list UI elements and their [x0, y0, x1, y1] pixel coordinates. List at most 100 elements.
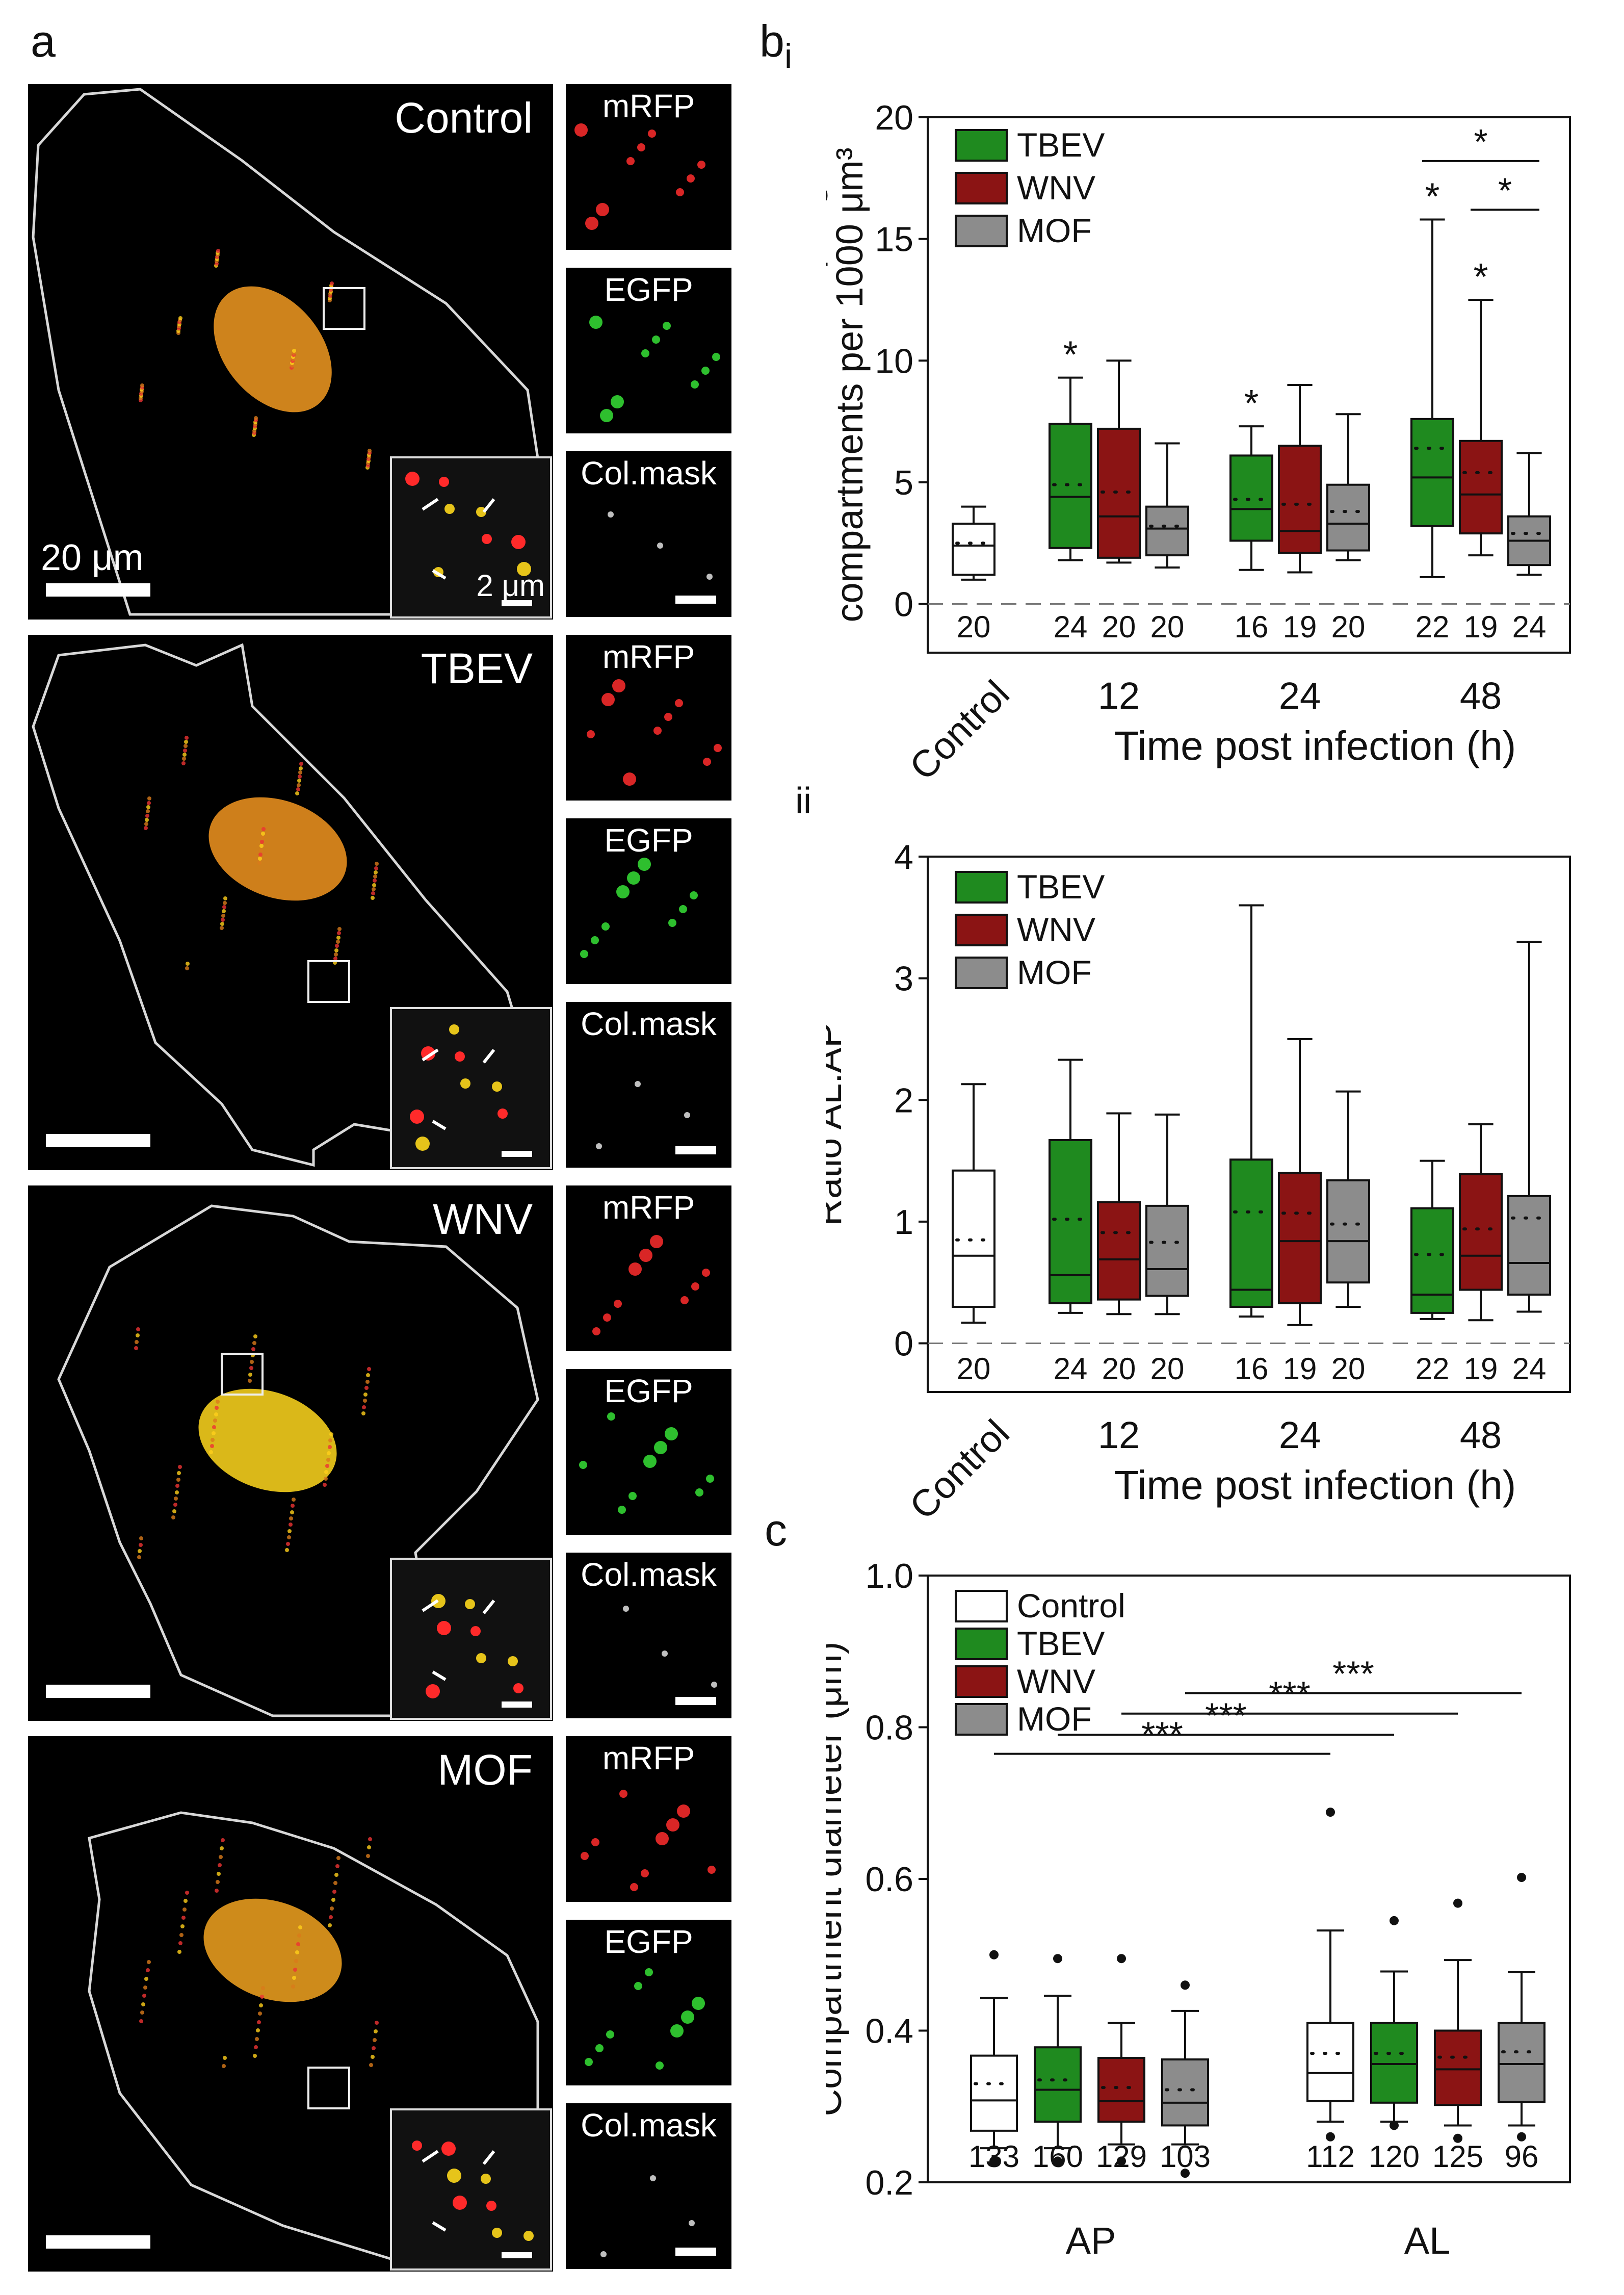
channel-label: EGFP [604, 1373, 693, 1409]
legend-label-mof: MOF [1017, 953, 1092, 991]
sample-size-label: 20 [1331, 1352, 1366, 1386]
legend-label-mof: MOF [1017, 1700, 1092, 1738]
channel-colmask-tbev: Col.mask [566, 1002, 731, 1168]
channel-egfp-wnv: EGFP [566, 1369, 731, 1535]
y-axis-label: Ratio AL:AP [826, 1022, 849, 1226]
legend-swatch-tbev [955, 1628, 1008, 1660]
micrograph-tbev: TBEV [28, 635, 553, 1170]
channel-colmask-mof: Col.mask [566, 2103, 731, 2269]
micrograph-title: TBEV [421, 644, 533, 692]
y-axis-label: Total number of autophagiccompartments p… [826, 148, 871, 623]
box-iqr [1034, 2046, 1082, 2123]
box-tbev-4: * [1229, 382, 1273, 571]
box-wnv-5 [1278, 384, 1322, 574]
y-tick-label: 3 [894, 960, 913, 998]
significance-star: * [1063, 333, 1078, 376]
inset-image [405, 472, 532, 606]
micrograph-title: WNV [433, 1195, 533, 1243]
sample-size-label: 129 [1096, 2139, 1147, 2174]
channel-image [579, 1412, 714, 1514]
channel-image [600, 2175, 695, 2257]
channel-image [587, 679, 722, 786]
box-tbev-4 [1229, 904, 1273, 1318]
box-wnv-8 [1459, 1123, 1503, 1322]
box-iqr [1306, 2022, 1354, 2102]
channel-image [581, 1790, 716, 1891]
channel-label: Col.mask [581, 455, 717, 492]
box-mof-6 [1326, 1090, 1370, 1308]
box-iqr [1498, 2022, 1546, 2103]
box-control-4 [1306, 1808, 1354, 2142]
legend: TBEV WNV MOF [955, 868, 1105, 991]
outlier-point [1117, 2156, 1126, 2166]
box-iqr [1049, 423, 1092, 549]
box-iqr [1229, 1158, 1273, 1308]
channel-mrfp-control: mRFP [566, 84, 731, 250]
significance-star: * [1425, 175, 1440, 217]
y-tick-label: 0.8 [865, 1709, 913, 1747]
box-iqr [952, 1169, 996, 1308]
channel-label: Col.mask [581, 2107, 717, 2144]
panel-label-b: bi [759, 15, 792, 76]
sample-size-label: 20 [1150, 610, 1185, 644]
box-iqr [1145, 505, 1189, 557]
micrograph-control: Control 20 μm 2 μm [28, 84, 553, 620]
box-wnv-5 [1278, 1038, 1322, 1326]
legend: TBEV WNV MOF [955, 126, 1105, 249]
box-iqr [1326, 1179, 1370, 1284]
sample-size-label: 22 [1416, 610, 1450, 644]
box-iqr [1459, 440, 1503, 535]
channel-image [589, 316, 720, 422]
plot-frame [927, 116, 1571, 654]
channel-label: EGFP [604, 1923, 693, 1960]
y-tick-label: 1 [894, 1203, 913, 1242]
sample-size-label: 120 [1369, 2139, 1420, 2174]
channel-scale-bar [675, 596, 716, 604]
sample-size-label: 24 [1512, 610, 1547, 644]
x-group-label: 12 [1098, 675, 1140, 717]
inset-image [410, 1024, 532, 1157]
x-group-label: AL [1404, 2220, 1451, 2262]
y-tick-label: 20 [875, 98, 913, 137]
scale-bar [46, 2235, 150, 2249]
y-tick-label: 0.4 [865, 2012, 913, 2051]
channel-image [623, 1606, 717, 1688]
legend-label-tbev: TBEV [1017, 126, 1105, 164]
outlier-point [1326, 1808, 1335, 1817]
legend-swatch-wnv [955, 914, 1008, 946]
micrograph-mof: MOF [28, 1736, 553, 2272]
box-iqr [1326, 483, 1370, 552]
y-axis-label: Compartment diameter (μm) [826, 1642, 849, 2117]
outlier-point [1453, 1898, 1462, 1908]
channel-egfp-mof: EGFP [566, 1920, 731, 2085]
panel-label-a: a [31, 16, 56, 66]
y-tick-label: 10 [875, 342, 913, 380]
scale-bar [46, 583, 150, 597]
x-group-label: 24 [1279, 1414, 1321, 1456]
sample-size-label: 20 [1331, 610, 1366, 644]
channel-label: mRFP [602, 638, 695, 675]
sample-size-label: 160 [1032, 2139, 1083, 2174]
legend-swatch-wnv [955, 172, 1008, 204]
channel-scale-bar [675, 1146, 716, 1154]
channel-label: mRFP [602, 88, 695, 124]
outlier-point [1390, 1916, 1399, 1925]
channel-egfp-control: EGFP [566, 268, 731, 433]
box-wnv-6 [1434, 1898, 1482, 2143]
channel-image [580, 858, 698, 958]
box-wnv-2 [1097, 1954, 1145, 2166]
legend-swatch-tbev [955, 129, 1008, 162]
sample-size-label: 19 [1464, 610, 1498, 644]
channel-colmask-control: Col.mask [566, 451, 731, 617]
box-iqr [970, 2054, 1018, 2132]
sample-size-label: 19 [1283, 1352, 1317, 1386]
significance-label: *** [1332, 1654, 1374, 1694]
panel-label-b-sub: i [784, 37, 793, 75]
x-group-label: 24 [1279, 675, 1321, 717]
box-iqr [1434, 2029, 1482, 2106]
box-iqr [1097, 427, 1141, 559]
channel-mrfp-mof: mRFP [566, 1736, 731, 1902]
box-iqr [1507, 1195, 1551, 1296]
significance-star: * [1244, 382, 1259, 424]
